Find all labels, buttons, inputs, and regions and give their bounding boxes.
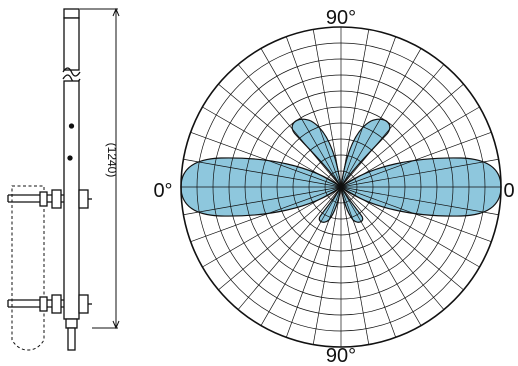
polar-spoke (190, 186, 342, 243)
polar-spoke (312, 29, 342, 188)
break-mark (62, 67, 81, 77)
antenna-top-cap (63, 8, 80, 19)
polar-spoke (202, 186, 342, 268)
antenna-connector-pin (67, 327, 76, 351)
polar-spoke (340, 36, 397, 188)
polar-grid (180, 26, 502, 348)
screw-dot (67, 155, 73, 161)
polar-spoke (260, 48, 342, 188)
polar-spoke (312, 186, 342, 345)
polar-spoke (285, 186, 342, 338)
polar-spoke (202, 106, 342, 188)
antenna-drawing (7, 7, 120, 351)
polar-spoke (218, 83, 342, 188)
polar-spoke (340, 131, 492, 188)
antenna-radome-lower (63, 80, 80, 320)
polar-spoke (218, 186, 342, 291)
mounting-bracket-lower (7, 294, 92, 314)
polar-spoke (340, 186, 445, 310)
polar-spoke (285, 36, 342, 188)
polar-spoke (260, 186, 342, 326)
polar-spoke (340, 158, 499, 188)
polar-spoke (340, 29, 370, 188)
polar-spoke (237, 186, 342, 310)
polar-spoke (340, 186, 370, 345)
polar-spoke (340, 83, 464, 188)
polar-spoke (340, 186, 422, 326)
dimension-line (80, 7, 120, 330)
polar-spoke (340, 64, 445, 188)
polar-spoke (183, 186, 342, 216)
polar-spoke (340, 48, 422, 188)
antenna-radome-upper (63, 17, 80, 71)
polar-spoke (237, 64, 342, 188)
polar-spoke (340, 186, 464, 291)
polar-outer-ring (180, 26, 502, 348)
pattern-label-bottom: 90° (326, 345, 356, 366)
antenna-length-label: (1240) (105, 143, 119, 178)
mounting-bracket-upper (7, 189, 92, 209)
polar-spoke (340, 186, 499, 216)
pattern-label-left: 0° (153, 180, 172, 202)
polar-spoke (183, 158, 342, 188)
polar-spoke (340, 186, 492, 243)
screw-dot (68, 123, 75, 129)
polar-spoke (340, 186, 397, 338)
mounting-pole-outline (11, 185, 45, 351)
polar-spoke (190, 131, 342, 188)
pattern-label-top: 90° (326, 7, 356, 29)
antenna-connector (65, 318, 78, 329)
polar-spoke (340, 186, 480, 268)
polar-spoke (340, 106, 480, 188)
pattern-label-right: 0 (503, 180, 514, 202)
radiation-pattern (180, 26, 502, 348)
